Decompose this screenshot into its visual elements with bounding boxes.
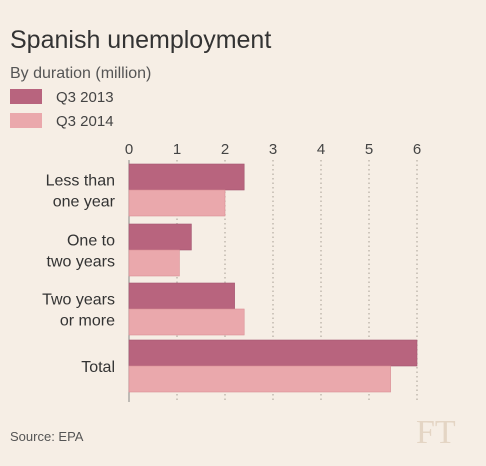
legend: Q3 2013 Q3 2014 <box>10 89 114 130</box>
x-axis-ticks: 0 1 2 3 4 5 6 <box>125 141 421 158</box>
bars <box>128 163 418 393</box>
source-note: Source: EPA <box>10 429 84 444</box>
category-label: One to <box>67 233 115 250</box>
x-tick-label: 6 <box>413 141 421 158</box>
legend-swatch-1 <box>10 89 42 104</box>
bar-q3-2013 <box>128 282 235 310</box>
x-tick-label: 2 <box>221 141 229 158</box>
x-tick-label: 5 <box>365 141 373 158</box>
chart-title: Spanish unemployment <box>10 26 271 54</box>
category-label: Two years <box>42 292 115 309</box>
legend-swatch-2 <box>10 113 42 128</box>
category-label: Total <box>81 359 115 376</box>
ft-logo: FT <box>416 414 456 451</box>
category-label: one year <box>53 194 116 211</box>
category-labels: Less than one year One to two years Two year… <box>42 173 116 377</box>
legend-label-2: Q3 2014 <box>56 113 114 130</box>
x-tick-label: 3 <box>269 141 277 158</box>
bar-q3-2013 <box>128 339 418 367</box>
legend-label-1: Q3 2013 <box>56 89 114 106</box>
bar-q3-2013 <box>128 223 192 251</box>
bar-q3-2013 <box>128 163 245 191</box>
category-label: Less than <box>46 173 115 190</box>
bar-q3-2014 <box>128 249 180 277</box>
chart-subtitle: By duration (million) <box>10 65 151 82</box>
bar-q3-2014 <box>128 365 391 393</box>
x-tick-label: 0 <box>125 141 133 158</box>
x-tick-label: 4 <box>317 141 325 158</box>
category-label: two years <box>47 254 115 271</box>
category-label: or more <box>60 313 115 330</box>
bar-q3-2014 <box>128 308 245 336</box>
bar-q3-2014 <box>128 189 226 217</box>
x-tick-label: 1 <box>173 141 181 158</box>
